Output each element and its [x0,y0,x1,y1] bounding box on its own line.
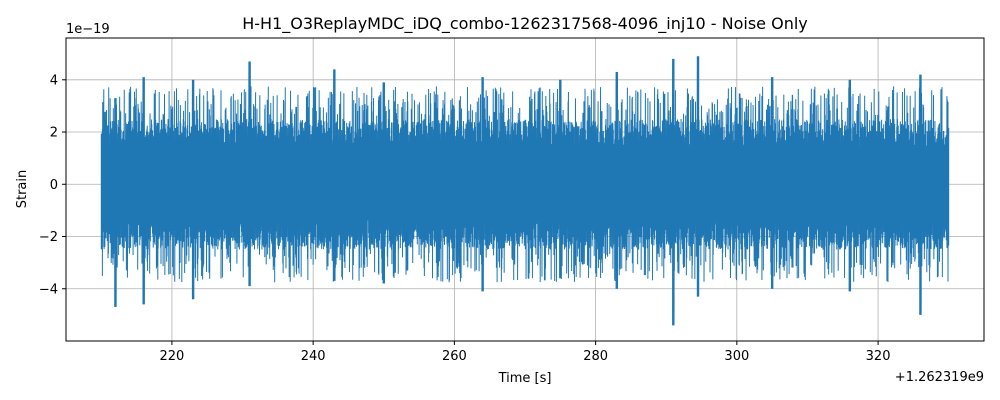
y-tick-label: 0 [50,178,58,193]
y-scale-label: 1e−19 [66,22,110,37]
x-axis-label: Time [s] [498,371,552,386]
y-axis-ticks: −4 −2 0 2 4 [39,73,66,297]
y-tick-label: 4 [50,73,58,88]
plot-frame [65,37,985,342]
x-tick-label: 260 [442,349,467,364]
chart-title: H-H1_O3ReplayMDC_iDQ_combo-1262317568-40… [242,14,808,34]
x-tick-label: 300 [724,349,749,364]
x-tick-label: 320 [866,349,891,364]
x-offset-label: +1.262319e9 [895,370,984,385]
y-tick-label: 2 [50,126,58,141]
y-tick-label: −4 [39,282,58,297]
x-tick-label: 220 [160,349,185,364]
x-tick-label: 280 [583,349,608,364]
x-tick-label: 240 [301,349,326,364]
strain-series-line [100,56,950,326]
y-axis-label: Strain [15,170,30,209]
y-tick-label: −2 [39,230,58,245]
x-axis-ticks: 220 240 260 280 300 320 [160,341,891,364]
